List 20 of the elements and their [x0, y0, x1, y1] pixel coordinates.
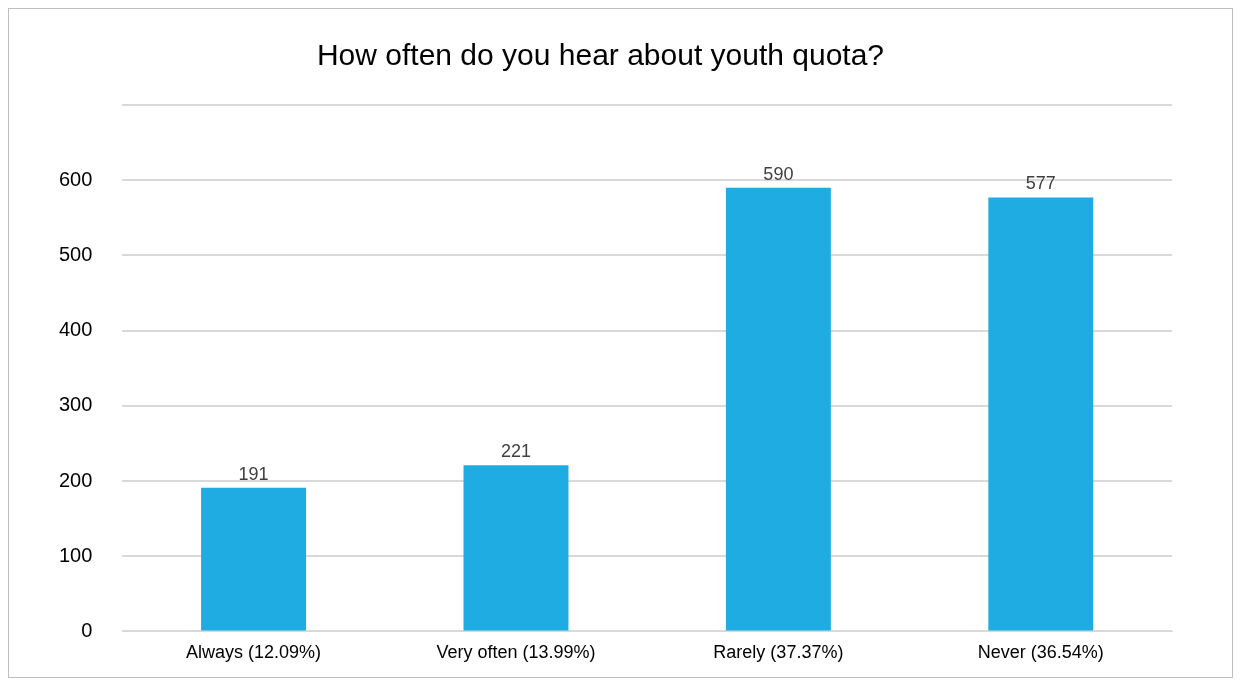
y-tick-label: 100	[58, 543, 93, 566]
data-label: 590	[763, 163, 794, 184]
y-tick-label: 200	[58, 468, 93, 491]
bar	[725, 187, 831, 631]
data-label: 191	[238, 463, 269, 484]
x-tick-label: Never (36.54%)	[977, 642, 1104, 663]
bar	[988, 197, 1094, 631]
data-label: 577	[1025, 173, 1056, 194]
data-label: 221	[500, 441, 531, 462]
x-tick-label: Always (12.09%)	[186, 642, 322, 663]
y-tick-label: 300	[58, 393, 93, 416]
chart-title: How often do you hear about youth quota?	[316, 38, 885, 72]
y-tick-label: 0	[81, 618, 93, 641]
bar	[463, 465, 569, 631]
x-tick-label: Very often (13.99%)	[436, 642, 596, 663]
y-tick-label: 400	[58, 318, 93, 341]
y-tick-label: 600	[58, 167, 93, 190]
y-tick-label: 500	[58, 242, 93, 265]
x-tick-label: Rarely (37.37%)	[713, 642, 844, 663]
bar	[201, 487, 307, 631]
